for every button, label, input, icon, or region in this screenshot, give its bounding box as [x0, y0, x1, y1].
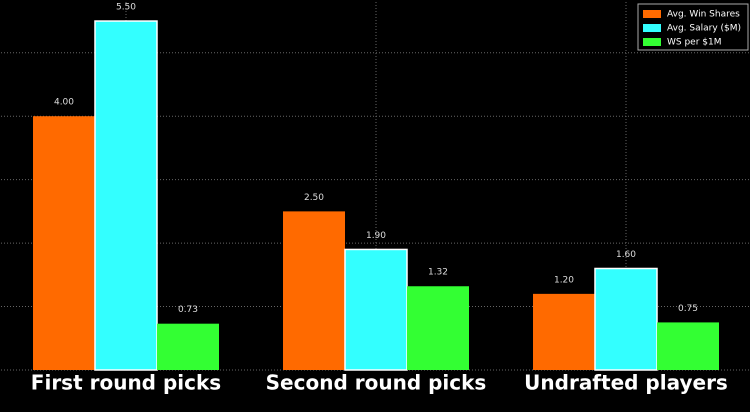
legend-label: WS per $1M	[667, 38, 722, 48]
value-label: 0.73	[178, 305, 198, 315]
value-label: 5.50	[116, 3, 136, 13]
legend-swatch	[643, 38, 661, 46]
value-label: 4.00	[54, 98, 74, 108]
value-label: 1.60	[616, 250, 636, 260]
bar	[33, 116, 95, 370]
value-label: 1.32	[428, 268, 448, 278]
value-label: 0.75	[678, 304, 698, 314]
bar	[594, 267, 658, 371]
value-label: 2.50	[304, 193, 324, 203]
legend-swatch	[643, 24, 661, 32]
x-tick-label: Second round picks	[266, 371, 487, 395]
legend-label: Avg. Salary ($M)	[667, 24, 741, 34]
value-label: 1.20	[554, 275, 574, 285]
x-tick-label: First round picks	[31, 371, 221, 395]
bar	[533, 293, 595, 370]
bar	[157, 323, 219, 370]
legend-label: Avg. Win Shares	[667, 10, 740, 20]
bar	[344, 248, 408, 371]
bar	[94, 20, 158, 371]
bar	[657, 322, 719, 370]
x-tick-label: Undrafted players	[524, 371, 728, 395]
bar	[407, 286, 469, 370]
bar	[283, 211, 345, 370]
legend-swatch	[643, 10, 661, 18]
legend: Avg. Win Shares Avg. Salary ($M) WS per $1…	[637, 3, 749, 51]
value-label: 1.90	[366, 231, 386, 241]
